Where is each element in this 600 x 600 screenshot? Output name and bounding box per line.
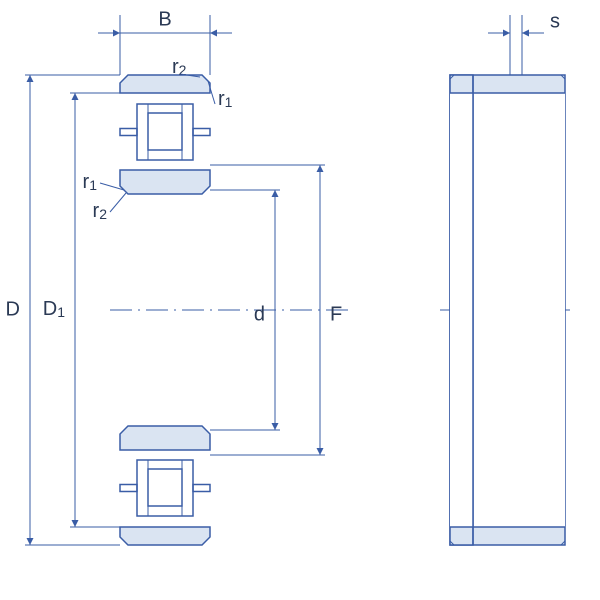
bearing-diagram: DD1dFBsr2r1r1r2 [0, 0, 600, 600]
svg-text:s: s [550, 10, 560, 32]
svg-text:B: B [158, 8, 171, 30]
svg-text:D: D [6, 298, 20, 320]
svg-text:d: d [254, 303, 265, 325]
svg-text:F: F [330, 303, 342, 325]
